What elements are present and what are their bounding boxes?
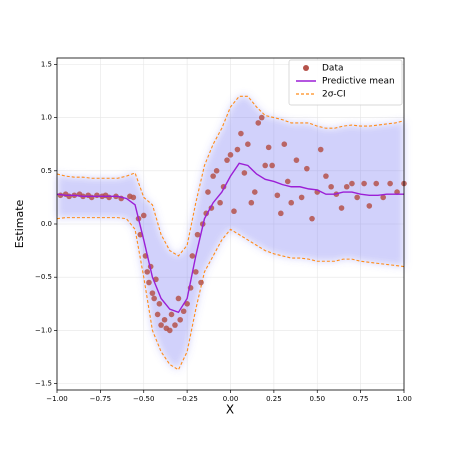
data-point: [175, 295, 182, 302]
data-point: [94, 192, 100, 199]
y-tick-label: −1.5: [35, 380, 52, 388]
data-point: [184, 301, 190, 307]
data-point: [251, 189, 258, 195]
data-point: [154, 311, 161, 318]
data-point: [323, 173, 329, 179]
data-point: [227, 152, 234, 158]
x-axis-label: X: [226, 403, 234, 417]
data-point: [158, 322, 164, 328]
x-tick-label: 0.50: [309, 395, 325, 403]
data-point: [255, 120, 262, 126]
data-point: [380, 194, 386, 201]
data-point: [293, 157, 300, 163]
data-point: [224, 157, 230, 163]
ci-upper: [56, 95, 405, 257]
legend-marker: [303, 65, 309, 71]
data-point: [387, 180, 393, 187]
data-point: [194, 231, 201, 238]
x-tick-label: −0.50: [133, 395, 154, 403]
y-tick-label: 0.0: [41, 220, 52, 228]
data-point: [317, 146, 324, 153]
y-tick-label: 1.5: [41, 60, 52, 68]
data-point: [66, 193, 72, 200]
y-axis-label: Estimate: [13, 199, 26, 248]
data-point: [193, 269, 199, 275]
x-tick-label: 0.00: [223, 395, 239, 403]
data-point: [140, 212, 147, 219]
data-point: [106, 194, 112, 201]
data-point: [361, 180, 367, 187]
data-point: [88, 194, 95, 201]
mean-line: [56, 162, 404, 314]
legend-box: [288, 59, 403, 106]
data-point: [149, 290, 156, 296]
data-point: [274, 192, 281, 199]
data-point: [198, 279, 204, 286]
data-point: [278, 210, 284, 217]
data-point: [217, 199, 223, 206]
data-point: [168, 311, 175, 318]
data-point: [238, 130, 244, 137]
data-point: [210, 173, 216, 179]
data-point: [245, 141, 251, 147]
y-tick-label: −1.0: [35, 326, 52, 334]
data-point: [262, 162, 269, 169]
data-point: [328, 183, 334, 190]
y-tick-label: 1.0: [41, 114, 52, 122]
data-point: [177, 316, 183, 323]
data-point: [172, 322, 178, 328]
data-point: [166, 327, 173, 334]
data-point: [248, 199, 255, 206]
data-point: [156, 301, 163, 307]
data-point: [180, 308, 187, 315]
ci-band: [57, 96, 404, 370]
y-tick-label: 0.5: [41, 167, 52, 175]
x-tick-label: 0.75: [353, 395, 369, 403]
y-tick-label: −0.5: [35, 273, 52, 281]
ci-lower: [56, 217, 405, 371]
data-point: [265, 144, 272, 151]
data-point: [269, 162, 275, 169]
x-tick-label: −1.00: [46, 395, 67, 403]
data-point: [394, 189, 400, 195]
data-point: [144, 269, 151, 275]
data-point: [130, 194, 137, 201]
x-tick-label: 1.00: [396, 395, 412, 403]
legend-label: 2σ-CI: [322, 90, 346, 100]
data-point: [161, 316, 168, 323]
data-point: [354, 194, 360, 201]
data-point: [213, 167, 220, 174]
data-point: [366, 203, 373, 209]
data-point: [288, 199, 295, 206]
data-point: [241, 170, 248, 176]
legend-label: Data: [322, 64, 344, 74]
data-point: [304, 165, 310, 172]
data-point: [373, 180, 380, 187]
x-tick-label: −0.75: [90, 395, 111, 403]
data-point: [298, 194, 305, 201]
legend-label: Predictive mean: [322, 77, 395, 87]
data-point: [258, 114, 265, 121]
x-tick-label: 0.25: [266, 395, 282, 403]
data-point: [231, 208, 237, 215]
data-point: [343, 183, 350, 190]
data-point: [309, 215, 315, 222]
data-point: [349, 180, 355, 187]
data-point: [146, 279, 152, 286]
data-point: [234, 146, 241, 153]
data-point: [151, 295, 157, 302]
data-point: [205, 189, 211, 195]
data-point: [284, 178, 291, 185]
x-tick-label: −0.25: [176, 395, 197, 403]
legend: Data Predictive mean 2σ-CI: [288, 59, 403, 106]
data-point: [189, 253, 196, 259]
data-point: [338, 205, 345, 211]
data-point: [281, 141, 288, 147]
